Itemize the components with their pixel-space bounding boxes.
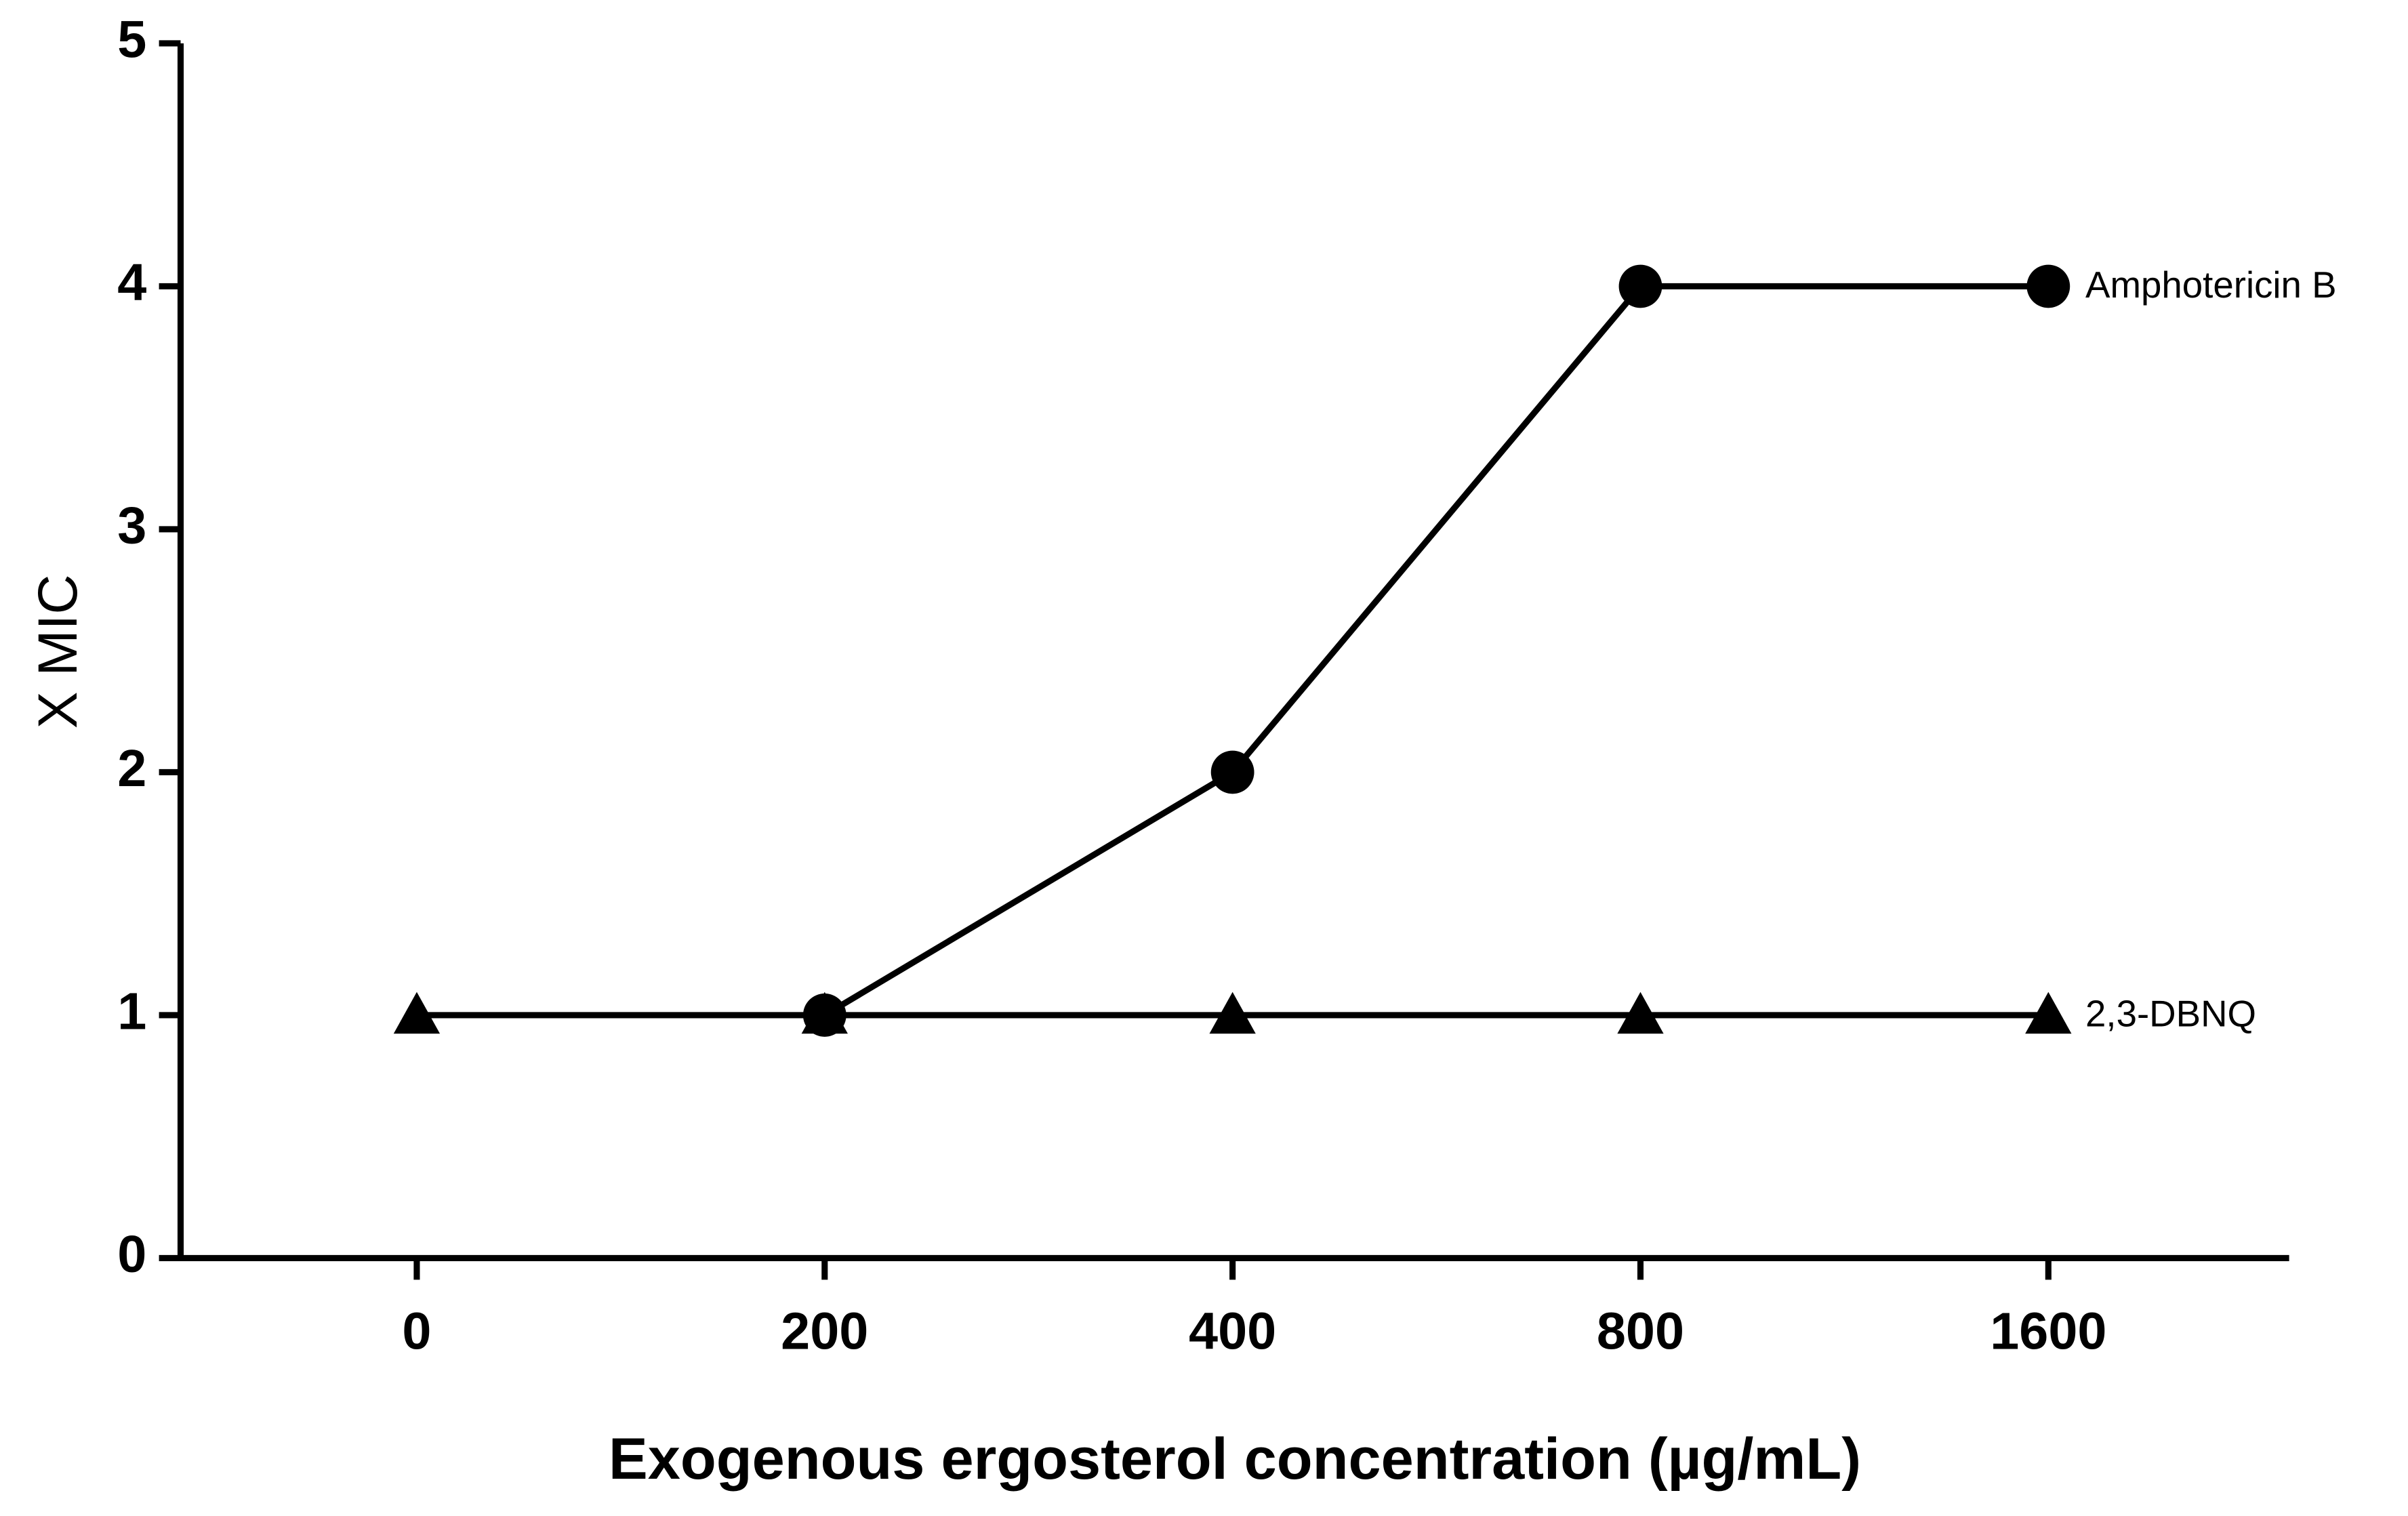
- data-point: [2025, 991, 2072, 1034]
- y-tick-label: 3: [117, 496, 146, 554]
- x-axis-title: Exogenous ergosterol concentration (µg/m…: [609, 1427, 1861, 1492]
- x-tick-label: 400: [1189, 1303, 1276, 1361]
- data-point: [1209, 991, 1256, 1034]
- y-axis-title: X MIC: [27, 574, 89, 729]
- series-label: Amphotericin B: [2085, 264, 2337, 306]
- x-tick-label: 200: [781, 1303, 868, 1361]
- y-tick-label: 2: [117, 739, 146, 798]
- series-label: 2,3-DBNQ: [2085, 993, 2256, 1035]
- y-tick-label: 5: [117, 10, 146, 68]
- data-point: [1618, 264, 1662, 308]
- series-line: [823, 283, 2049, 1018]
- data-point: [801, 991, 848, 1034]
- data-point: [393, 991, 441, 1034]
- x-tick-label: 800: [1597, 1303, 1684, 1361]
- data-point: [1617, 991, 1664, 1034]
- y-tick-label: 1: [117, 982, 146, 1040]
- x-tick-label: 0: [402, 1303, 431, 1361]
- y-tick-label: 4: [117, 253, 146, 312]
- y-tick-label: 0: [117, 1225, 146, 1284]
- data-point: [1210, 750, 1254, 794]
- data-point: [2026, 264, 2070, 308]
- x-tick-label: 1600: [1990, 1303, 2106, 1361]
